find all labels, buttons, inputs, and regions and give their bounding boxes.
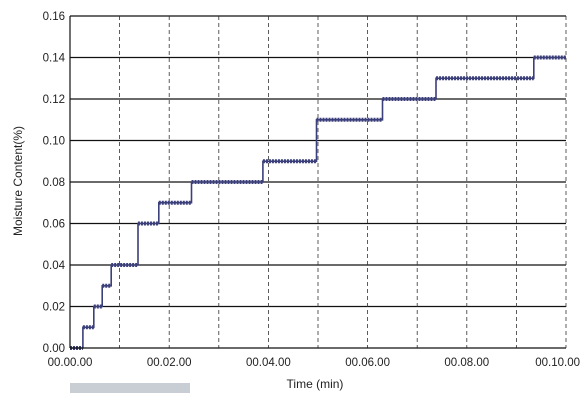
y-tick-label: 0.02 [43, 302, 65, 314]
y-tick-label: 0.06 [43, 219, 65, 231]
y-tick-label: 0.04 [43, 260, 66, 272]
x-tick-label: 00.04.00 [246, 357, 291, 369]
x-tick-label: 00.00.00 [48, 357, 93, 369]
y-tick-label: 0.10 [43, 136, 65, 148]
y-tick-label: 0.12 [43, 94, 65, 106]
x-axis-label: Time (min) [287, 377, 344, 391]
y-axis-label: Moisture Content(%) [11, 126, 25, 236]
axes [69, 16, 566, 349]
y-tick-label: 0.08 [43, 177, 65, 189]
y-tick-label: 0.00 [43, 343, 65, 355]
scan-artifact [70, 383, 190, 393]
y-tick-label: 0.16 [43, 11, 65, 23]
x-tick-label: 00.02.00 [147, 357, 192, 369]
grid [70, 15, 567, 348]
x-tick-label: 00.06.00 [345, 357, 390, 369]
x-tick-label: 00.08.00 [444, 357, 489, 369]
x-tick-label: 00.10.00 [535, 357, 580, 369]
y-tick-label: 0.14 [43, 53, 66, 65]
tick-labels: 0.00 0.02 0.04 0.06 0.08 0.10 0.12 0.14 0.16 00.0… [43, 11, 580, 369]
